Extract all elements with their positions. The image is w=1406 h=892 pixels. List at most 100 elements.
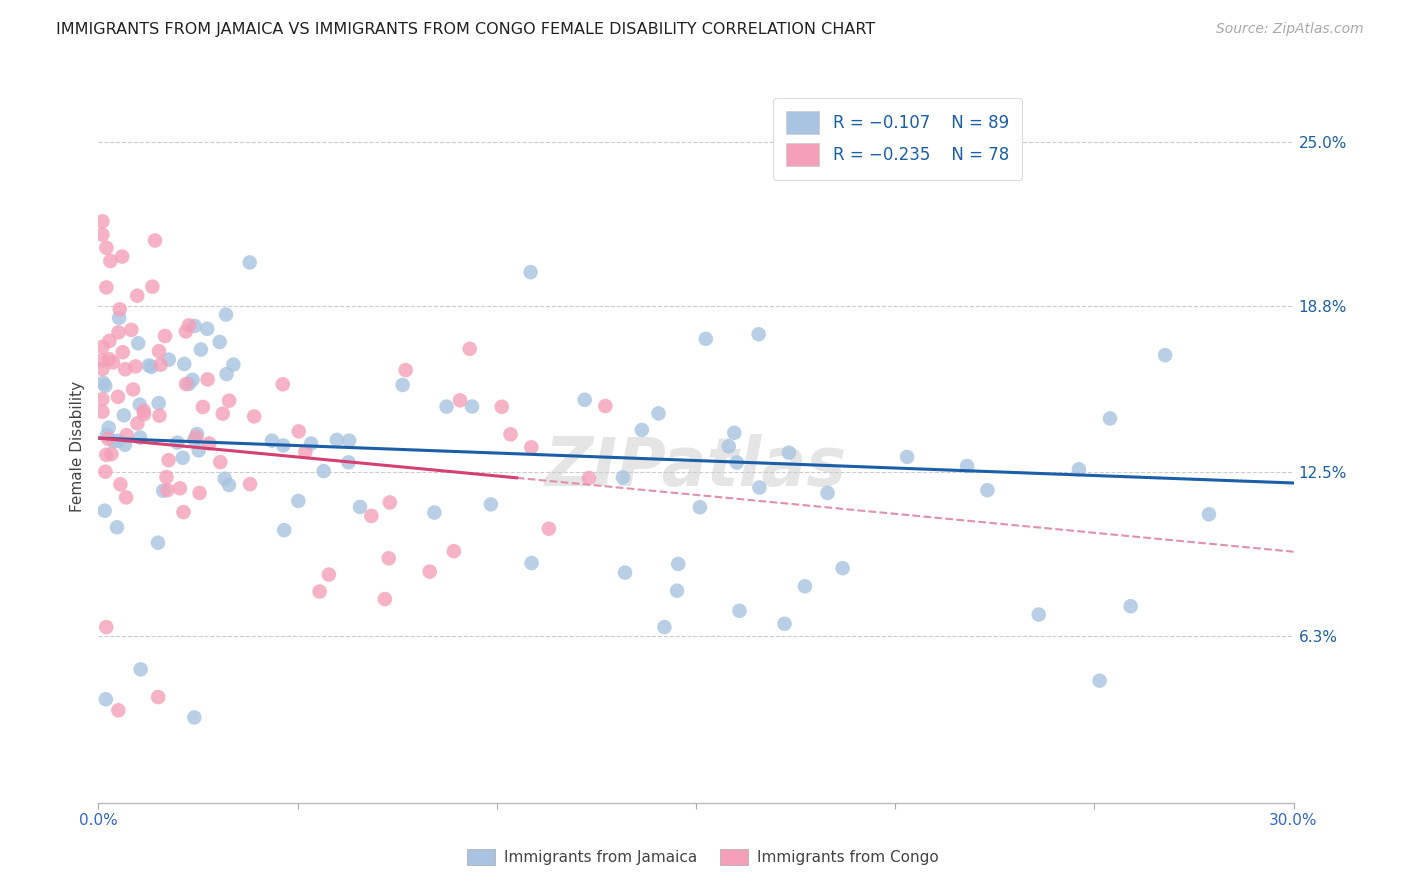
Point bbox=[141, 279, 163, 293]
Point bbox=[114, 438, 136, 452]
Point bbox=[287, 494, 309, 508]
Point bbox=[141, 359, 163, 374]
Point bbox=[157, 352, 180, 367]
Point bbox=[773, 616, 796, 631]
Point bbox=[148, 690, 170, 704]
Point bbox=[108, 310, 131, 325]
Point bbox=[98, 352, 121, 367]
Point bbox=[337, 434, 360, 448]
Point bbox=[174, 377, 197, 392]
Point bbox=[108, 302, 131, 317]
Point bbox=[817, 486, 839, 500]
Point bbox=[725, 456, 748, 470]
Point bbox=[91, 227, 114, 242]
Point bbox=[222, 358, 245, 372]
Point bbox=[149, 358, 172, 372]
Point bbox=[831, 561, 853, 575]
Point bbox=[976, 483, 998, 498]
Point bbox=[458, 342, 481, 356]
Point bbox=[294, 445, 316, 459]
Point bbox=[614, 566, 637, 580]
Point bbox=[190, 343, 212, 357]
Point bbox=[155, 470, 177, 484]
Point bbox=[360, 508, 382, 523]
Point bbox=[166, 435, 188, 450]
Point bbox=[97, 432, 120, 446]
Point bbox=[129, 431, 152, 445]
Point bbox=[107, 434, 129, 448]
Point bbox=[114, 362, 136, 376]
Point bbox=[91, 392, 114, 407]
Point bbox=[479, 497, 502, 511]
Point bbox=[183, 710, 205, 724]
Point bbox=[91, 353, 114, 368]
Point bbox=[574, 392, 596, 407]
Point bbox=[91, 405, 114, 419]
Point bbox=[98, 334, 121, 348]
Point bbox=[723, 425, 745, 440]
Point bbox=[93, 504, 115, 518]
Point bbox=[349, 500, 371, 514]
Point bbox=[94, 692, 117, 706]
Point bbox=[172, 450, 194, 465]
Point bbox=[956, 458, 979, 473]
Point bbox=[423, 506, 446, 520]
Point bbox=[195, 322, 218, 336]
Point bbox=[97, 420, 120, 434]
Point bbox=[183, 433, 205, 447]
Point bbox=[107, 390, 129, 404]
Point bbox=[271, 377, 294, 392]
Point bbox=[654, 620, 676, 634]
Point bbox=[96, 428, 118, 442]
Point bbox=[143, 234, 166, 248]
Point bbox=[169, 481, 191, 495]
Point bbox=[630, 423, 652, 437]
Point bbox=[208, 334, 231, 349]
Point bbox=[148, 409, 170, 423]
Point bbox=[695, 332, 717, 346]
Point bbox=[132, 407, 155, 421]
Point bbox=[520, 440, 543, 454]
Point bbox=[1088, 673, 1111, 688]
Point bbox=[326, 433, 349, 447]
Point bbox=[96, 448, 118, 462]
Point bbox=[103, 434, 125, 449]
Point bbox=[520, 556, 543, 570]
Text: Source: ZipAtlas.com: Source: ZipAtlas.com bbox=[1216, 22, 1364, 37]
Point bbox=[209, 455, 232, 469]
Point bbox=[186, 430, 208, 444]
Point bbox=[120, 323, 142, 337]
Point bbox=[793, 579, 815, 593]
Point bbox=[122, 383, 145, 397]
Point bbox=[239, 477, 262, 491]
Point bbox=[287, 425, 309, 439]
Point bbox=[148, 396, 170, 410]
Point bbox=[337, 455, 360, 469]
Point bbox=[177, 376, 200, 391]
Point bbox=[91, 362, 114, 376]
Point bbox=[107, 703, 129, 717]
Point bbox=[378, 495, 401, 509]
Point bbox=[107, 326, 129, 340]
Point bbox=[152, 483, 174, 498]
Point bbox=[218, 478, 240, 492]
Point bbox=[1028, 607, 1050, 622]
Point bbox=[748, 481, 770, 495]
Point bbox=[100, 447, 122, 461]
Point bbox=[101, 355, 124, 369]
Point bbox=[312, 464, 335, 478]
Point bbox=[124, 359, 146, 374]
Point bbox=[728, 604, 751, 618]
Point bbox=[612, 470, 634, 484]
Point bbox=[105, 520, 128, 534]
Point bbox=[491, 400, 513, 414]
Point bbox=[111, 250, 134, 264]
Point bbox=[157, 453, 180, 467]
Point bbox=[191, 400, 214, 414]
Point bbox=[146, 535, 169, 549]
Point bbox=[128, 398, 150, 412]
Point bbox=[94, 465, 117, 479]
Point bbox=[896, 450, 918, 464]
Point bbox=[595, 399, 617, 413]
Point bbox=[94, 379, 117, 393]
